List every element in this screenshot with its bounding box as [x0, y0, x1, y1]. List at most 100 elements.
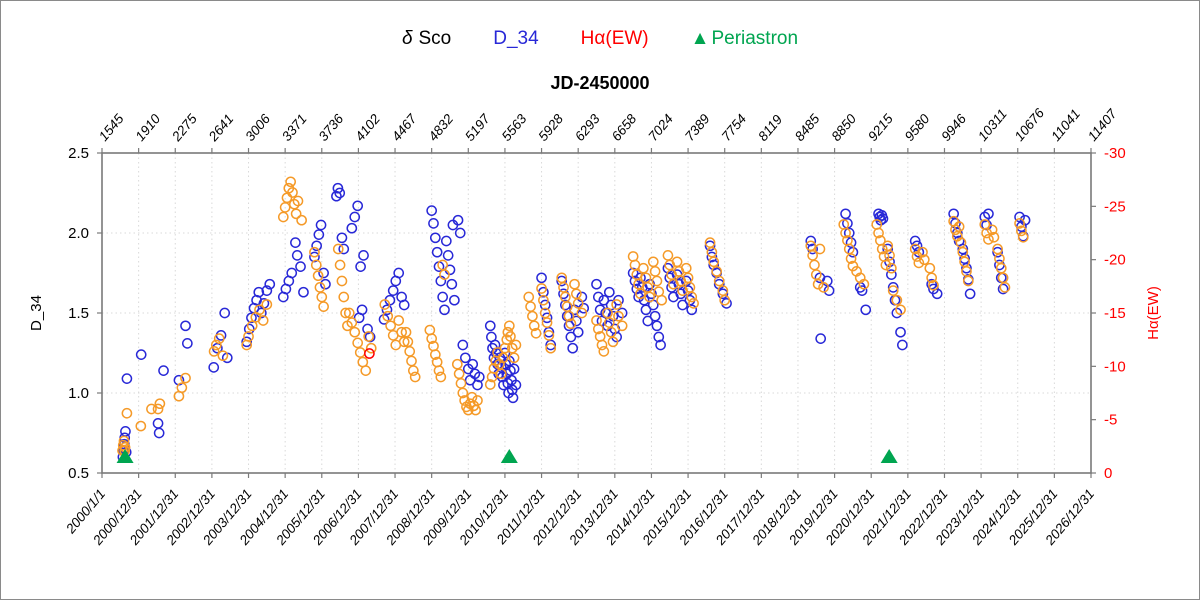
halpha-point: [332, 243, 344, 255]
halpha-point: [596, 339, 608, 351]
halpha-point: [360, 365, 372, 376]
halpha-point: [435, 371, 447, 383]
top-tick-label: 9580: [902, 111, 933, 144]
halpha-point: [382, 310, 394, 322]
right-tick-label: -25: [1104, 198, 1126, 215]
d34-point: [442, 250, 454, 261]
halpha-point: [505, 331, 516, 342]
d34-point: [264, 278, 276, 290]
d34-point: [246, 312, 257, 324]
d34-point: [431, 246, 443, 258]
halpha-point: [840, 227, 851, 239]
d34-point: [979, 211, 991, 223]
d34-point: [439, 304, 450, 316]
halpha-point: [354, 347, 366, 358]
d34-point: [642, 315, 654, 327]
halpha-point: [292, 195, 304, 207]
halpha-point: [895, 304, 906, 316]
halpha-point: [404, 346, 416, 357]
top-tick-label: 2641: [205, 111, 236, 144]
halpha-point: [995, 262, 1007, 274]
d34-point: [121, 373, 133, 384]
halpha-point: [508, 352, 520, 364]
top-tick-label: 10311: [975, 106, 1010, 144]
halpha-point: [651, 275, 663, 287]
top-tick-label: 1910: [132, 111, 163, 144]
halpha-point: [433, 365, 445, 376]
halpha-point: [523, 291, 535, 303]
halpha-point: [809, 259, 820, 271]
halpha-point: [135, 420, 147, 432]
halpha-point: [510, 339, 522, 351]
halpha-point: [146, 403, 157, 415]
halpha-point: [346, 317, 358, 328]
legend-d34: D_34: [493, 28, 539, 49]
halpha-point: [365, 342, 377, 354]
d34-point: [336, 232, 348, 244]
halpha-point: [999, 282, 1011, 293]
top-tick-label: 4832: [425, 111, 456, 144]
periastron-marker: [116, 449, 134, 463]
halpha-point: [613, 310, 624, 322]
d34-point: [437, 291, 449, 303]
halpha-point: [873, 227, 884, 239]
halpha-point: [285, 176, 296, 188]
halpha-point: [886, 262, 897, 274]
halpha-point: [352, 337, 364, 349]
d34-point: [309, 251, 320, 263]
d34-point: [591, 278, 602, 290]
d34-point: [393, 267, 405, 279]
d34-point: [565, 331, 577, 343]
legend-star: δ Sco: [402, 28, 451, 50]
halpha-point: [565, 318, 577, 330]
halpha-point: [858, 278, 870, 290]
top-tick-label: 3736: [316, 111, 347, 144]
d34-point: [315, 219, 327, 231]
data-points: [116, 176, 1031, 463]
halpha-point: [627, 251, 639, 262]
d34-point: [338, 243, 350, 255]
halpha-point: [364, 348, 375, 359]
halpha-point: [812, 278, 824, 290]
halpha-point: [576, 307, 588, 319]
halpha-point: [406, 355, 417, 367]
halpha-point: [424, 324, 436, 336]
halpha-point: [913, 257, 925, 269]
halpha-point: [950, 224, 961, 236]
halpha-point: [528, 320, 540, 332]
halpha-point: [983, 234, 994, 245]
halpha-point: [962, 275, 974, 287]
d34-point: [398, 299, 410, 311]
top-tick-label: 2275: [168, 111, 200, 145]
top-tick-label: 9946: [938, 111, 969, 144]
periastron-label: Periastron: [711, 28, 799, 49]
halpha-point: [261, 299, 273, 310]
d34-point: [840, 208, 851, 220]
halpha-point: [501, 334, 513, 346]
halpha-point: [616, 320, 628, 332]
halpha-point: [563, 310, 575, 322]
d34-point: [152, 418, 164, 429]
left-tick-label: 0.5: [68, 465, 89, 482]
top-tick-label: 7024: [645, 111, 676, 144]
halpha-point: [426, 333, 438, 344]
legend-halpha: Hα(EW): [580, 28, 649, 49]
d34-point: [120, 426, 131, 437]
top-tick-label: 6658: [609, 111, 640, 144]
d34-point: [291, 250, 303, 261]
halpha-point: [217, 350, 229, 362]
axis-ticks: [97, 148, 1096, 478]
halpha-point: [309, 246, 320, 258]
halpha-point: [891, 294, 903, 306]
left-tick-label: 2.5: [68, 145, 89, 162]
d34-point: [318, 267, 329, 279]
d34-point: [640, 304, 652, 316]
halpha-point: [591, 315, 602, 326]
top-tick-label: 1545: [96, 111, 127, 144]
top-tick-label: 10676: [1012, 105, 1048, 144]
halpha-point: [818, 282, 829, 293]
d34-point: [860, 304, 872, 316]
right-tick-label: -5: [1104, 412, 1117, 429]
halpha-point: [409, 371, 421, 383]
d34-point: [931, 288, 943, 300]
